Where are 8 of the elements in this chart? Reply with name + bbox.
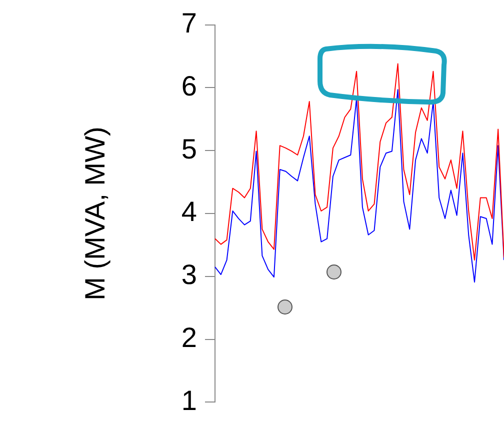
- y-tick-label: 6: [181, 70, 197, 102]
- y-tick-label: 3: [181, 259, 197, 290]
- y-tick-label: 2: [181, 322, 197, 354]
- y-tick-label: 7: [181, 8, 197, 39]
- y-axis-title: M (MVA, MW): [80, 126, 111, 300]
- y-tick-label: 5: [181, 133, 197, 164]
- y-tick-label: 1: [181, 384, 197, 416]
- y-tick-label: 4: [181, 196, 197, 228]
